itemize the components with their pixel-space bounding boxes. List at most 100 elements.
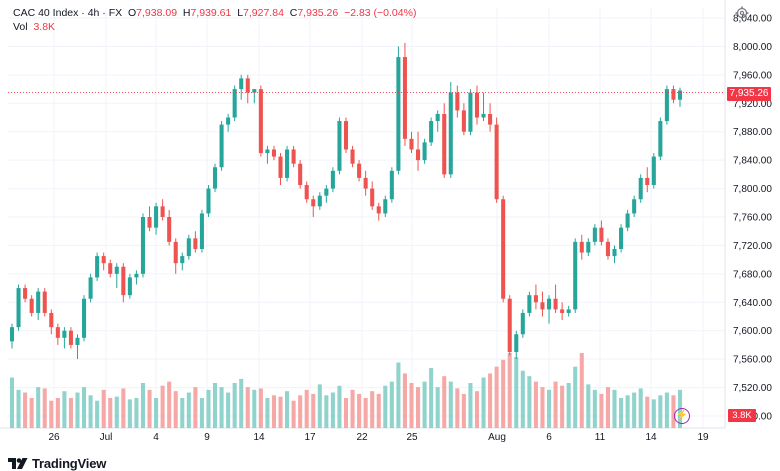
volume-bar [75,392,80,428]
candle-body [232,89,237,118]
volume-bar [147,389,152,428]
volume-bar [62,391,67,428]
volume-bar [448,381,453,428]
candle-body [49,312,54,328]
x-tick-label: 25 [406,432,418,443]
candle-body [36,291,41,313]
candle-body [540,302,545,310]
volume-bar [664,392,669,428]
x-tick-label: Aug [488,432,506,443]
volume-bar [199,398,204,428]
candle-body [599,227,604,242]
volume-bar [121,388,126,428]
candle-body [553,298,558,310]
candle-body [95,256,100,278]
candle-body [9,327,15,342]
y-tick-label: 7,920.00 [733,99,772,110]
volume-bar [389,381,394,428]
volume-bar [55,398,60,428]
volume-bar [363,398,368,428]
volume-bar [370,391,375,428]
candle-body [23,288,28,299]
volume-bar [16,389,21,428]
candle-body [226,117,231,125]
x-tick-label: 9 [204,432,210,443]
candle-body [520,312,525,335]
candle-body [573,241,578,310]
candle-body [612,248,617,257]
volume-bar [252,389,257,428]
symbol-label: CAC 40 Index · 4h · FX [13,7,123,19]
candle-body [638,177,643,200]
volume-bar [226,392,231,428]
y-tick-label: 7,720.00 [733,241,772,252]
volume-bar [180,398,185,428]
lightning-icon[interactable]: ⚡ [674,408,690,424]
candle-body [448,92,453,175]
close-key: C [289,7,298,19]
candle-body [167,217,172,242]
x-tick-label: 19 [697,432,709,443]
volume-bar [566,383,571,428]
volume-bar [82,387,87,428]
volume-bar [402,373,407,428]
candle-body [252,89,257,93]
candle-body [147,217,152,228]
candle-body [481,113,486,118]
candle-body [337,121,342,171]
candle-body [546,298,552,310]
candle-body [461,110,466,132]
volume-bar [350,389,355,428]
volume-bar [285,391,290,428]
candle-body [88,277,93,299]
volume-bar [206,389,211,428]
x-tick-label: 14 [645,432,657,443]
candle-body [409,138,414,150]
x-tick-label: 6 [546,432,552,443]
candle-body [350,149,355,164]
candle-body [258,89,263,154]
candle-body [645,177,650,186]
candle-body [383,199,388,214]
candle-body [527,295,532,313]
candle-body [330,170,335,189]
volume-bar [9,377,15,428]
volume-bar [134,398,139,428]
volume-value: 3.8K [33,21,56,33]
candle-body [586,241,591,253]
y-tick-label: 7,560.00 [733,355,772,366]
x-tick-label: 26 [48,432,60,443]
candle-body [579,241,584,253]
candle-body [625,213,630,228]
y-tick-label: 7,760.00 [733,213,772,224]
volume-bar [154,398,159,428]
volume-bar [481,377,486,428]
volume-bar [435,387,440,428]
candle-body [219,124,224,168]
tradingview-logo[interactable]: TradingView [8,456,106,471]
volume-bar [383,385,388,428]
volume-bar [311,393,316,428]
volume-bar [42,388,47,428]
volume-bar [553,381,558,428]
candle-body [121,266,126,296]
y-tick-label: 7,680.00 [733,269,772,280]
candle-body [42,291,47,313]
y-tick-label: 7,520.00 [733,383,772,394]
candle-body [605,241,610,257]
candle-body [488,113,493,125]
volume-bar [461,393,466,428]
volume-bar [193,387,198,428]
volume-bar [29,398,34,428]
volume-bar [546,389,552,428]
volume-bar [533,381,538,428]
candle-body [671,89,676,100]
gear-icon[interactable] [735,6,749,20]
volume-bar [258,388,263,428]
candle-body [127,277,132,296]
y-tick-label: 7,600.00 [733,326,772,337]
x-tick-label: 11 [595,432,606,443]
candle-body [560,309,565,313]
candle-body [435,113,440,122]
